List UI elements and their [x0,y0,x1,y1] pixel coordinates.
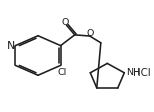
Text: HCl: HCl [133,67,151,77]
Text: O: O [87,29,94,38]
Text: NH: NH [127,68,141,77]
Text: Cl: Cl [57,68,67,77]
Text: N: N [7,41,15,51]
Text: O: O [62,18,69,27]
